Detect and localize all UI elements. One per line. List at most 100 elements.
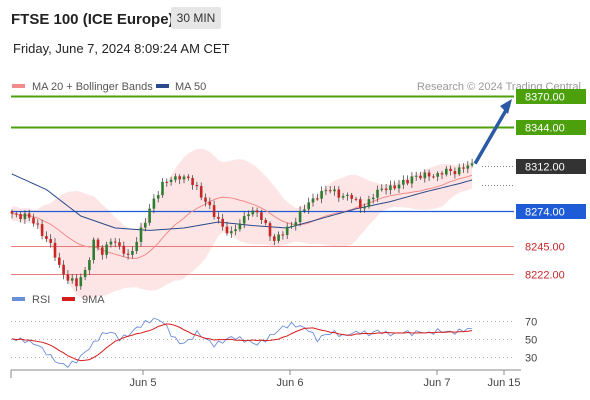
resistance-value: 8370.00 bbox=[525, 92, 565, 104]
candle-down bbox=[19, 214, 22, 220]
candle-down bbox=[208, 201, 212, 206]
candle-down bbox=[419, 175, 422, 179]
candle-down bbox=[101, 247, 104, 255]
candle-up bbox=[414, 175, 418, 177]
candle-up bbox=[402, 179, 405, 185]
candle-up bbox=[466, 165, 470, 169]
candle-up bbox=[320, 190, 323, 199]
candle-up bbox=[445, 168, 448, 175]
candle-up bbox=[324, 190, 328, 192]
candle-up bbox=[311, 198, 315, 203]
rsi-line bbox=[11, 317, 473, 369]
candle-down bbox=[165, 181, 169, 183]
candle-up bbox=[182, 176, 186, 180]
candle-up bbox=[92, 239, 95, 261]
rsi-panel: 70 50 30 bbox=[11, 317, 537, 369]
rsi-tick-label: 30 bbox=[525, 353, 537, 365]
moving-averages bbox=[11, 173, 473, 259]
candle-up bbox=[251, 210, 255, 215]
timeframe-label[interactable]: 30 MIN bbox=[177, 11, 216, 25]
rsi-legend-label: RSI bbox=[32, 294, 50, 306]
candle-down bbox=[53, 242, 57, 258]
candle-up bbox=[470, 163, 474, 166]
candle-up bbox=[161, 181, 164, 196]
candle-down bbox=[195, 185, 199, 187]
candle-down bbox=[62, 264, 65, 275]
x-tick-label: Jun 15 bbox=[487, 377, 520, 389]
rsi-ma-legend-label: 9MA bbox=[82, 294, 105, 306]
candle-up bbox=[397, 184, 401, 189]
candle-up bbox=[174, 176, 177, 180]
candle-up bbox=[371, 197, 375, 200]
candle-up bbox=[152, 198, 156, 209]
candle-up bbox=[234, 229, 237, 232]
candle-down bbox=[122, 245, 126, 254]
price-labels: 8370.00 8344.00 8312.00 8274.00 8245.00 8222.… bbox=[516, 89, 586, 282]
datetime-label: Friday, June 7, 2024 8:09:24 AM CET bbox=[13, 41, 230, 56]
candle-down bbox=[337, 189, 341, 198]
candle-down bbox=[15, 213, 18, 215]
price-levels bbox=[11, 95, 514, 275]
candle-down bbox=[255, 210, 259, 213]
candle-down bbox=[178, 176, 181, 180]
candle-up bbox=[109, 241, 113, 245]
candle-up bbox=[70, 278, 74, 281]
candle-down bbox=[273, 236, 276, 241]
candle-down bbox=[45, 236, 48, 239]
candle-up bbox=[156, 195, 160, 199]
candle-down bbox=[58, 257, 61, 265]
candle-down bbox=[49, 238, 52, 243]
candle-down bbox=[462, 167, 465, 169]
candlesticks bbox=[10, 158, 474, 292]
candle-up bbox=[333, 189, 336, 192]
candle-up bbox=[285, 226, 289, 235]
candle-down bbox=[96, 239, 100, 248]
candle-down bbox=[393, 185, 396, 189]
candle-down bbox=[264, 219, 267, 224]
candle-up bbox=[131, 251, 134, 255]
candle-down bbox=[384, 188, 388, 191]
rsi-ma-line bbox=[11, 323, 473, 362]
candle-up bbox=[230, 231, 233, 234]
candle-down bbox=[212, 205, 216, 217]
candle-down bbox=[281, 234, 285, 236]
candle-down bbox=[350, 194, 353, 199]
candle-down bbox=[204, 197, 207, 202]
candle-down bbox=[427, 172, 431, 177]
candle-down bbox=[191, 178, 194, 186]
candle-up bbox=[144, 222, 147, 228]
candle-up bbox=[367, 199, 371, 207]
candle-down bbox=[187, 176, 190, 179]
ma20-legend-label: MA 20 + Bollinger Bands bbox=[32, 81, 153, 93]
ma20-line bbox=[11, 174, 473, 259]
candle-up bbox=[242, 216, 246, 224]
bollinger-band-fill bbox=[12, 148, 473, 299]
candle-down bbox=[328, 190, 332, 192]
candle-down bbox=[40, 224, 44, 237]
candle-up bbox=[83, 270, 87, 278]
candle-up bbox=[423, 172, 427, 179]
candle-up bbox=[247, 214, 250, 217]
ma50-legend-swatch bbox=[156, 84, 169, 88]
candle-up bbox=[410, 176, 414, 184]
candle-down bbox=[268, 223, 272, 237]
x-tick-label: Jun 7 bbox=[424, 377, 451, 389]
candle-up bbox=[238, 223, 242, 230]
candle-up bbox=[139, 227, 143, 242]
candle-down bbox=[118, 242, 121, 246]
candle-down bbox=[260, 212, 263, 220]
candle-up bbox=[389, 185, 392, 191]
candle-down bbox=[354, 198, 358, 200]
candle-down bbox=[113, 241, 117, 243]
candle-down bbox=[449, 168, 452, 172]
candle-up bbox=[303, 209, 306, 211]
bollinger-bands bbox=[12, 148, 473, 299]
candle-up bbox=[148, 208, 151, 223]
resistance-tag bbox=[516, 120, 586, 135]
candle-down bbox=[316, 198, 319, 200]
resistance-value: 8344.00 bbox=[525, 123, 565, 135]
timeframe-badge[interactable] bbox=[171, 7, 221, 29]
candle-down bbox=[66, 274, 70, 281]
candle-up bbox=[169, 179, 173, 183]
